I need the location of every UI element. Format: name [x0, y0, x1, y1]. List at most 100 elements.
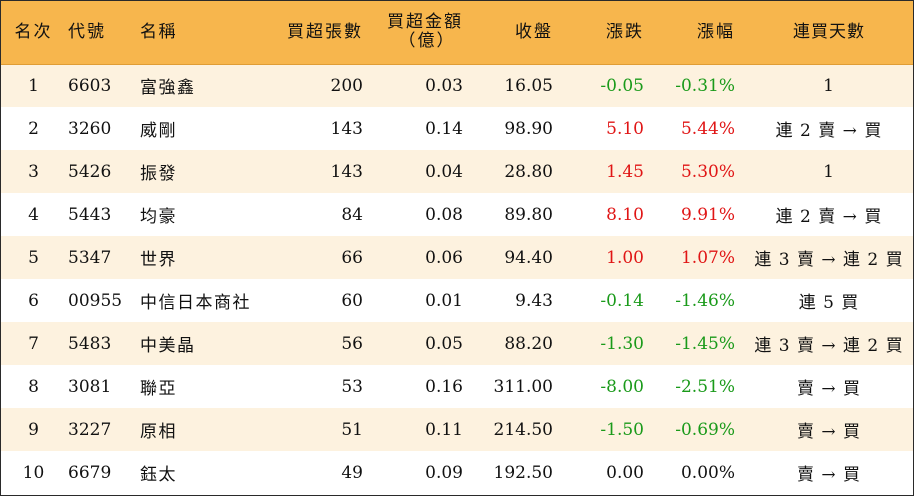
- table-row[interactable]: 9 3227 原相 51 0.11 214.50 -1.50 -0.69% 賣 …: [1, 408, 913, 451]
- table-row[interactable]: 4 5443 均豪 84 0.08 89.80 8.10 9.91% 連 2 賣…: [1, 193, 913, 236]
- cell-change-pct: 5.44%: [680, 118, 735, 139]
- cell-change-pct: 9.91%: [680, 204, 735, 225]
- cell-buy-over-lots: 49: [341, 462, 363, 483]
- cell-code: 5483: [68, 333, 112, 354]
- cell-close: 94.40: [504, 247, 553, 268]
- cell-close: 88.20: [504, 333, 553, 354]
- table-body: 1 6603 富強鑫 200 0.03 16.05 -0.05 -0.31% 1…: [1, 64, 913, 494]
- cell-buy-over-amount: 0.16: [425, 376, 463, 397]
- table-row[interactable]: 3 5426 振發 143 0.04 28.80 1.45 5.30% 1: [1, 150, 913, 193]
- header-name[interactable]: 名稱: [136, 1, 271, 65]
- cell-change: 8.10: [606, 204, 644, 225]
- cell-close: 214.50: [493, 419, 553, 440]
- cell-code: 6603: [68, 75, 112, 96]
- cell-change: -0.14: [600, 290, 644, 311]
- header-code[interactable]: 代號: [66, 1, 136, 65]
- table-header-row: 名次 代號 名稱 買超張數 買超金額 （億） 收盤 漲跌 漲幅 連買天數: [1, 1, 913, 65]
- cell-rank: 8: [28, 376, 39, 397]
- cell-change: -1.50: [600, 419, 644, 440]
- cell-buy-over-lots: 143: [330, 118, 363, 139]
- cell-buy-over-lots: 53: [341, 376, 363, 397]
- cell-streak: 1: [823, 161, 835, 182]
- cell-rank: 1: [28, 75, 39, 96]
- cell-code: 5443: [68, 204, 112, 225]
- cell-name: 中信日本商社: [140, 293, 251, 313]
- cell-change-pct: -1.46%: [675, 290, 735, 311]
- table-row[interactable]: 10 6679 鈺太 49 0.09 192.50 0.00 0.00% 賣 →…: [1, 451, 913, 494]
- header-change[interactable]: 漲跌: [563, 1, 654, 65]
- cell-code: 6679: [68, 462, 112, 483]
- cell-close: 16.05: [504, 75, 553, 96]
- cell-buy-over-amount: 0.08: [425, 204, 463, 225]
- cell-streak: 連 2 賣 → 買: [775, 207, 883, 227]
- cell-rank: 6: [28, 290, 39, 311]
- header-change-pct[interactable]: 漲幅: [654, 1, 745, 65]
- cell-streak: 1: [823, 75, 835, 96]
- cell-close: 89.80: [504, 204, 553, 225]
- cell-buy-over-lots: 51: [341, 419, 363, 440]
- table-row[interactable]: 2 3260 威剛 143 0.14 98.90 5.10 5.44% 連 2 …: [1, 107, 913, 150]
- cell-change-pct: -0.69%: [675, 419, 735, 440]
- header-rank[interactable]: 名次: [1, 1, 66, 65]
- header-streak[interactable]: 連買天數: [745, 1, 913, 65]
- cell-change: -8.00: [600, 376, 644, 397]
- cell-rank: 2: [28, 118, 39, 139]
- cell-change-pct: -0.31%: [675, 75, 735, 96]
- cell-name: 世界: [140, 250, 177, 270]
- cell-change-pct: -2.51%: [675, 376, 735, 397]
- cell-buy-over-lots: 84: [341, 204, 363, 225]
- cell-code: 3081: [68, 376, 112, 397]
- header-close[interactable]: 收盤: [473, 1, 563, 65]
- cell-rank: 7: [28, 333, 39, 354]
- cell-code: 5426: [68, 161, 112, 182]
- cell-buy-over-lots: 200: [330, 75, 363, 96]
- cell-name: 威剛: [140, 121, 177, 141]
- cell-streak: 連 3 賣 → 連 2 買: [754, 336, 904, 356]
- cell-name: 鈺太: [140, 465, 177, 485]
- cell-buy-over-lots: 66: [341, 247, 363, 268]
- cell-code: 3260: [68, 118, 112, 139]
- table-row[interactable]: 1 6603 富強鑫 200 0.03 16.05 -0.05 -0.31% 1: [1, 64, 913, 107]
- cell-streak: 連 2 賣 → 買: [775, 121, 883, 141]
- cell-close: 28.80: [504, 161, 553, 182]
- cell-change: 1.00: [606, 247, 644, 268]
- table-row[interactable]: 8 3081 聯亞 53 0.16 311.00 -8.00 -2.51% 賣 …: [1, 365, 913, 408]
- cell-buy-over-amount: 0.09: [425, 462, 463, 483]
- cell-change-pct: 0.00%: [680, 462, 735, 483]
- cell-buy-over-amount: 0.01: [425, 290, 463, 311]
- cell-streak: 連 3 賣 → 連 2 買: [754, 250, 904, 270]
- cell-name: 振發: [140, 164, 177, 184]
- cell-buy-over-amount: 0.06: [425, 247, 463, 268]
- cell-buy-over-amount: 0.14: [425, 118, 463, 139]
- cell-streak: 賣 → 買: [796, 379, 862, 399]
- cell-change: -1.30: [600, 333, 644, 354]
- cell-rank: 4: [28, 204, 39, 225]
- cell-close: 9.43: [515, 290, 553, 311]
- cell-rank: 5: [28, 247, 39, 268]
- cell-rank: 10: [22, 462, 45, 483]
- cell-streak: 賣 → 買: [796, 422, 862, 442]
- cell-name: 均豪: [140, 207, 177, 227]
- table-row[interactable]: 5 5347 世界 66 0.06 94.40 1.00 1.07% 連 3 賣…: [1, 236, 913, 279]
- cell-buy-over-amount: 0.11: [425, 419, 463, 440]
- cell-buy-over-amount: 0.04: [425, 161, 463, 182]
- cell-name: 中美晶: [140, 336, 196, 356]
- cell-change-pct: 5.30%: [680, 161, 735, 182]
- cell-streak: 連 5 買: [798, 293, 860, 313]
- header-buy-over-lots[interactable]: 買超張數: [271, 1, 373, 65]
- header-buy-over-amount[interactable]: 買超金額 （億）: [373, 1, 473, 65]
- cell-close: 98.90: [504, 118, 553, 139]
- cell-change: 1.45: [606, 161, 644, 182]
- cell-change: -0.05: [600, 75, 644, 96]
- cell-buy-over-amount: 0.03: [425, 75, 463, 96]
- cell-code: 3227: [68, 419, 112, 440]
- table-row[interactable]: 6 00955 中信日本商社 60 0.01 9.43 -0.14 -1.46%…: [1, 279, 913, 322]
- cell-buy-over-lots: 143: [330, 161, 363, 182]
- cell-buy-over-amount: 0.05: [425, 333, 463, 354]
- cell-change: 0.00: [606, 462, 644, 483]
- table-row[interactable]: 7 5483 中美晶 56 0.05 88.20 -1.30 -1.45% 連 …: [1, 322, 913, 365]
- cell-code: 00955: [68, 290, 123, 311]
- cell-code: 5347: [68, 247, 112, 268]
